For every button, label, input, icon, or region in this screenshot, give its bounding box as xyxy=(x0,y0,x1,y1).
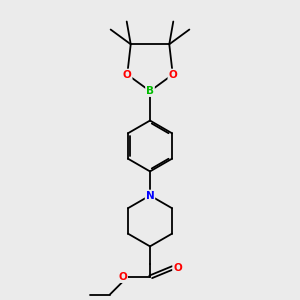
Text: O: O xyxy=(123,70,132,80)
Text: O: O xyxy=(173,263,182,273)
Text: N: N xyxy=(146,190,154,200)
Text: O: O xyxy=(168,70,177,80)
Text: B: B xyxy=(146,86,154,96)
Text: O: O xyxy=(118,272,127,282)
